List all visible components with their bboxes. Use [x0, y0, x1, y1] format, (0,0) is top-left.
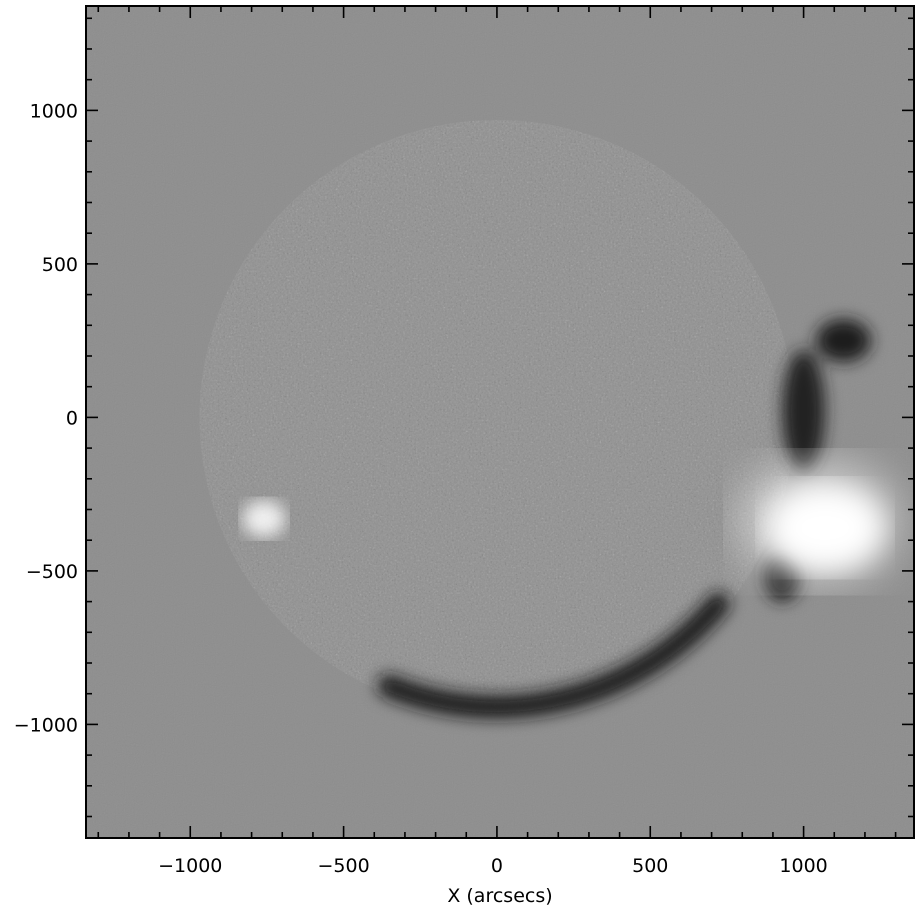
- west-limb-dark-loop: [815, 319, 872, 363]
- dimming-regions: [377, 319, 872, 718]
- x-tick-label: 1000: [779, 855, 827, 877]
- x-tick-label: 0: [491, 855, 503, 877]
- east-bright-patch: [242, 500, 286, 538]
- y-tick-label: −1000: [14, 714, 78, 736]
- west-limb-dark-patch: [782, 349, 826, 473]
- y-tick-label: 0: [66, 407, 78, 429]
- flare-core: [766, 484, 884, 571]
- y-tick-label: 1000: [30, 100, 78, 122]
- y-tick-label: −500: [26, 561, 78, 583]
- x-tick-label: −500: [318, 855, 370, 877]
- plot-frame: [85, 5, 915, 839]
- axis-tick-labels: −1000 −500 0 500 1000 −1000 −500 0 500 1000: [14, 100, 828, 877]
- disk-tint: [199, 119, 795, 715]
- x-axis-label: X (arcsecs): [447, 885, 552, 907]
- x-tick-label: −1000: [158, 855, 222, 877]
- y-tick-label: 500: [42, 254, 78, 276]
- plot-area: [86, 6, 914, 838]
- x-tick-label: 500: [632, 855, 668, 877]
- flare-region: [242, 460, 899, 584]
- axis-ticks: [86, 6, 914, 838]
- south-limb-dimming: [377, 592, 730, 718]
